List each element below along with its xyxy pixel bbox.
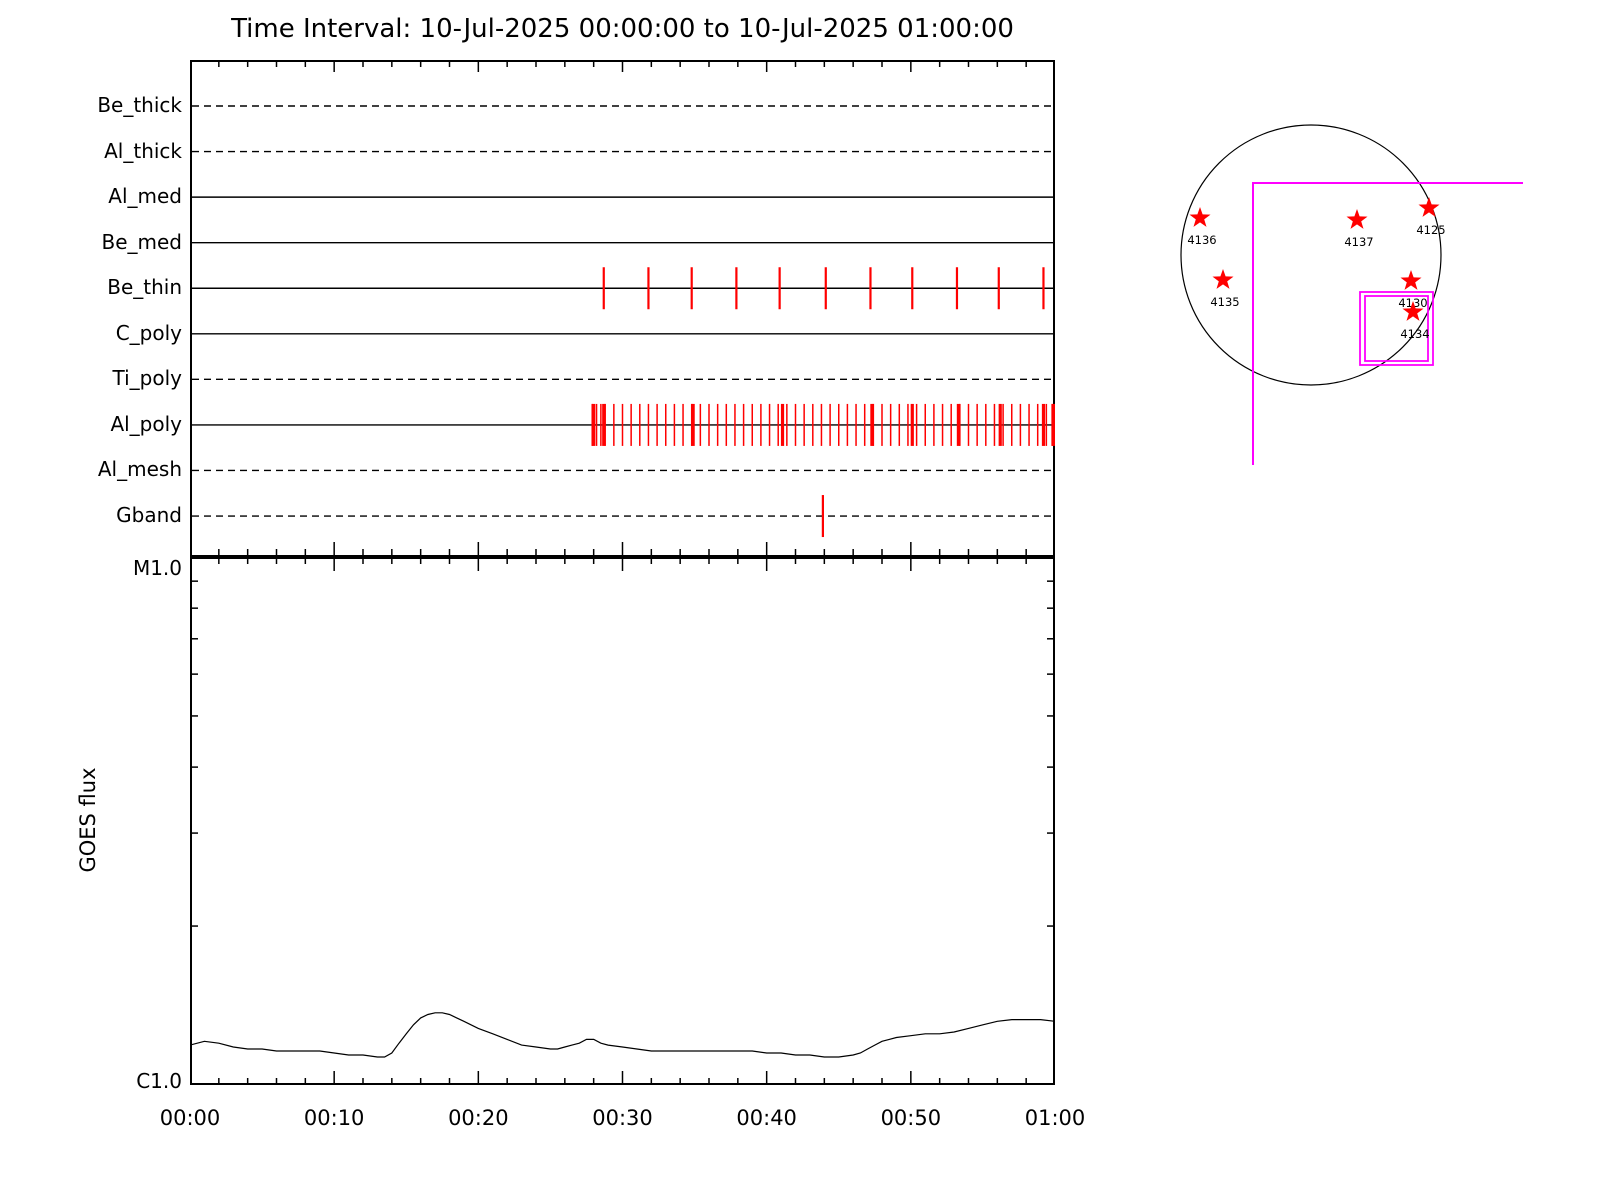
timeline-row-label-Ti_poly: Ti_poly	[112, 366, 182, 391]
time-axis-label-00:40: 00:40	[736, 1106, 797, 1130]
timeline-row-label-Be_med: Be_med	[101, 229, 182, 254]
active-region-star-4137	[1346, 209, 1368, 229]
active-region-label-4137: 4137	[1344, 235, 1373, 249]
goes-flux-curve	[190, 1012, 1055, 1058]
active-region-label-4134: 4134	[1400, 327, 1429, 341]
time-axis-label-00:00: 00:00	[159, 1106, 221, 1130]
active-region-label-4125: 4125	[1416, 223, 1445, 237]
time-axis-label-00:10: 00:10	[303, 1106, 365, 1130]
timeline-row-label-Al_med: Al_med	[108, 184, 182, 209]
active-region-star-4134	[1402, 301, 1424, 321]
target-box-outer	[1359, 291, 1434, 366]
page-title: Time Interval: 10-Jul-2025 00:00:00 to 1…	[231, 14, 1014, 44]
target-box-inner	[1364, 295, 1429, 362]
active-region-star-4125	[1418, 197, 1440, 217]
active-region-star-4130	[1400, 270, 1422, 290]
time-axis-label-01:00: 01:00	[1024, 1106, 1086, 1130]
solar-disk-limb	[1180, 124, 1442, 386]
timeline-row-label-Al_mesh: Al_mesh	[97, 457, 182, 482]
active-region-star-4135	[1212, 269, 1234, 289]
goes-axis-title: GOES flux	[76, 767, 100, 873]
goes-ymin-label: C1.0	[136, 1069, 182, 1093]
timeline-bold-ticks-Al_poly	[592, 403, 1055, 446]
goes-ymax-label: M1.0	[132, 556, 182, 580]
timeline-row-label-Al_thick: Al_thick	[104, 138, 182, 163]
fov-corner-lines	[1252, 182, 1523, 465]
timeline-row-label-C_poly: C_poly	[115, 320, 182, 345]
time-axis-label-00:50: 00:50	[880, 1106, 942, 1130]
active-region-label-4136: 4136	[1187, 233, 1216, 247]
time-axis-label-00:20: 00:20	[448, 1106, 509, 1130]
timeline-frame	[190, 60, 1055, 557]
active-region-label-4135: 4135	[1210, 295, 1239, 309]
timeline-row-label-Be_thin: Be_thin	[107, 275, 182, 300]
timeline-row-label-Gband: Gband	[116, 503, 182, 528]
timeline-row-label-Al_poly: Al_poly	[110, 411, 182, 436]
active-region-star-4136	[1189, 207, 1211, 227]
goes-frame	[190, 557, 1055, 1085]
solar-disk-map: 413641374125413541304134	[1180, 124, 1523, 465]
timeline-ticks-Be_thin	[602, 267, 1045, 310]
timeline-row-label-Be_thick: Be_thick	[97, 93, 182, 117]
goes-flux-chart	[190, 557, 1055, 1085]
time-axis-label-00:30: 00:30	[592, 1106, 653, 1130]
filter-timeline-chart	[190, 60, 1055, 557]
